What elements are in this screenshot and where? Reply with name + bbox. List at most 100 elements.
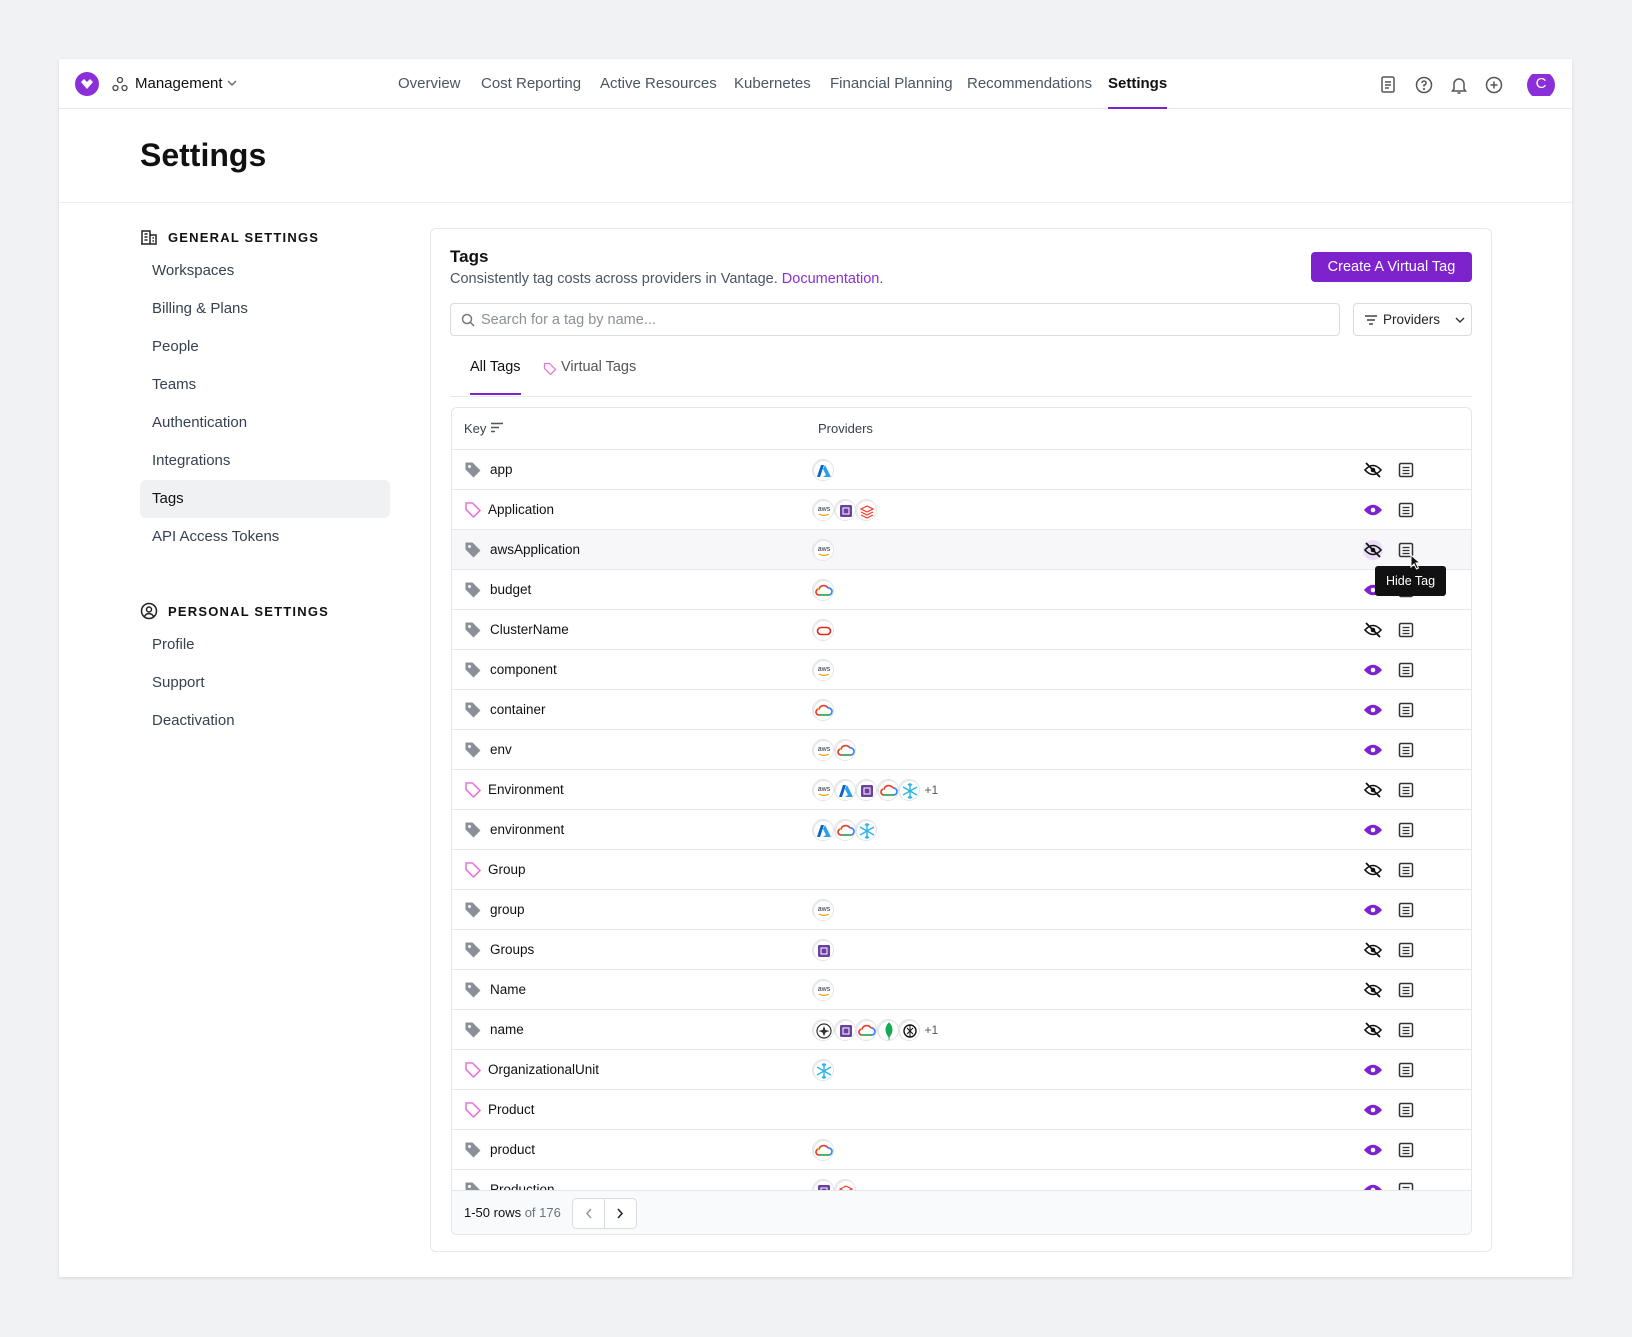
sidebar-item[interactable]: Deactivation	[152, 712, 235, 729]
provider-shape	[818, 753, 830, 757]
visibility-toggle[interactable]	[1363, 1020, 1383, 1040]
pager[interactable]	[572, 1198, 638, 1229]
visibility-toggle[interactable]	[1363, 1180, 1383, 1190]
table-row[interactable]: budget	[452, 570, 1471, 610]
provider-shape	[818, 1026, 830, 1037]
sidebar-item[interactable]: Integrations	[152, 452, 231, 469]
visibility-toggle[interactable]	[1363, 940, 1383, 960]
sidebar-item[interactable]: Workspaces	[152, 262, 235, 279]
table-row[interactable]: product	[452, 1130, 1471, 1170]
details-button[interactable]	[1397, 941, 1415, 959]
sidebar-item[interactable]: API Access Tokens	[152, 528, 280, 545]
details-button[interactable]	[1397, 701, 1415, 719]
nav-link[interactable]: Active Resources	[600, 75, 717, 92]
details-button[interactable]	[1397, 821, 1415, 839]
table-row[interactable]: component aws	[452, 650, 1471, 690]
details-button[interactable]	[1397, 1141, 1415, 1159]
details-button[interactable]	[1397, 621, 1415, 639]
details-button[interactable]	[1397, 661, 1415, 679]
nav-link[interactable]: Cost Reporting	[481, 75, 582, 92]
nav-link[interactable]: Recommendations	[967, 75, 1093, 92]
table-row[interactable]: Product	[452, 1090, 1471, 1130]
doc-link[interactable]: Documentation	[781, 271, 880, 287]
sidebar-item[interactable]: Billing & Plans	[152, 300, 248, 317]
details-button[interactable]	[1397, 981, 1415, 999]
column-header[interactable]: Key	[464, 421, 487, 436]
nav-link[interactable]: Overview	[398, 75, 461, 92]
search-input[interactable]: Search for a tag by name...	[450, 303, 1340, 336]
sidebar-item[interactable]: Authentication	[152, 414, 248, 431]
table-row[interactable]: Application aws	[452, 490, 1471, 530]
table-row[interactable]: ClusterName	[452, 610, 1471, 650]
details-button[interactable]	[1397, 541, 1415, 559]
details-button[interactable]	[1397, 1021, 1415, 1039]
avatar[interactable]: C	[1535, 75, 1547, 92]
table-row[interactable]: container	[452, 690, 1471, 730]
visibility-toggle[interactable]	[1363, 820, 1383, 840]
visibility-toggle[interactable]	[1363, 780, 1383, 800]
table-row[interactable]: environment	[452, 810, 1471, 850]
tag-icon	[465, 582, 481, 598]
table-row[interactable]: group aws	[452, 890, 1471, 930]
provider-shape	[827, 1147, 833, 1156]
visibility-toggle[interactable]	[1363, 980, 1383, 1000]
table-row[interactable]: app	[452, 450, 1471, 490]
details-button[interactable]	[1397, 1181, 1415, 1190]
doc-lines	[1402, 546, 1410, 555]
table-row[interactable]: Groups	[452, 930, 1471, 970]
details-button[interactable]	[1397, 1061, 1415, 1079]
sort-icon[interactable]	[490, 422, 504, 434]
nav-link[interactable]: Financial Planning	[830, 75, 953, 92]
table-row[interactable]: OrganizationalUnit	[452, 1050, 1471, 1090]
table-row[interactable]: Production	[452, 1170, 1471, 1190]
sidebar-item[interactable]: Teams	[152, 376, 197, 393]
workspace-switcher[interactable]: Management	[135, 75, 223, 92]
visibility-toggle[interactable]	[1363, 860, 1383, 880]
details-button[interactable]	[1397, 861, 1415, 879]
visibility-toggle[interactable]	[1363, 540, 1383, 560]
nav-link[interactable]: Settings	[1108, 59, 1168, 109]
provider-shape	[859, 823, 875, 839]
visibility-toggle[interactable]	[1363, 1100, 1383, 1120]
providers-filter[interactable]: Providers	[1353, 303, 1472, 336]
table-row[interactable]: Environment aws +1	[452, 770, 1471, 810]
nav-link[interactable]: Kubernetes	[734, 75, 811, 92]
doc	[1398, 942, 1414, 958]
tag-icon	[465, 502, 482, 519]
tab-active[interactable]: All Tags	[470, 359, 521, 395]
visibility-toggle[interactable]	[1363, 1140, 1383, 1160]
sidebar-item[interactable]: Profile	[152, 636, 195, 653]
details-button[interactable]	[1397, 1101, 1415, 1119]
table-row[interactable]: Name aws	[452, 970, 1471, 1010]
visibility-toggle[interactable]	[1363, 460, 1383, 480]
tabs-divider	[450, 396, 1472, 397]
doc-lines	[1402, 1066, 1410, 1075]
logo[interactable]	[75, 72, 99, 96]
visibility-toggle[interactable]	[1363, 900, 1383, 920]
provider-shape	[827, 707, 833, 716]
tag-key: group	[490, 902, 525, 917]
table-row[interactable]: env aws	[452, 730, 1471, 770]
sidebar-item[interactable]: Tags	[140, 480, 390, 518]
visibility-toggle[interactable]	[1363, 700, 1383, 720]
tag-shape	[465, 462, 481, 478]
create-button[interactable]: Create A Virtual Tag	[1311, 252, 1472, 282]
doc-lines	[1402, 786, 1410, 795]
visibility-toggle[interactable]	[1363, 740, 1383, 760]
tags-panel: Tags Consistently tag costs across provi…	[430, 228, 1492, 1252]
visibility-toggle[interactable]	[1363, 500, 1383, 520]
tab[interactable]: Virtual Tags	[561, 359, 637, 375]
table-row[interactable]: name +1	[452, 1010, 1471, 1050]
visibility-toggle[interactable]	[1363, 660, 1383, 680]
details-button[interactable]	[1397, 461, 1415, 479]
details-button[interactable]	[1397, 501, 1415, 519]
details-button[interactable]	[1397, 781, 1415, 799]
sidebar-item[interactable]: People	[152, 338, 199, 355]
table-row[interactable]: awsApplication aws	[452, 530, 1471, 570]
table-row[interactable]: Group	[452, 850, 1471, 890]
details-button[interactable]	[1397, 741, 1415, 759]
visibility-toggle[interactable]	[1363, 1060, 1383, 1080]
sidebar-item[interactable]: Support	[152, 674, 205, 691]
details-button[interactable]	[1397, 901, 1415, 919]
visibility-toggle[interactable]	[1363, 620, 1383, 640]
